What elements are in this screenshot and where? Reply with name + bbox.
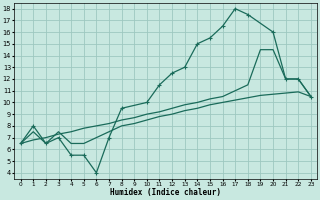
X-axis label: Humidex (Indice chaleur): Humidex (Indice chaleur) (110, 188, 221, 197)
